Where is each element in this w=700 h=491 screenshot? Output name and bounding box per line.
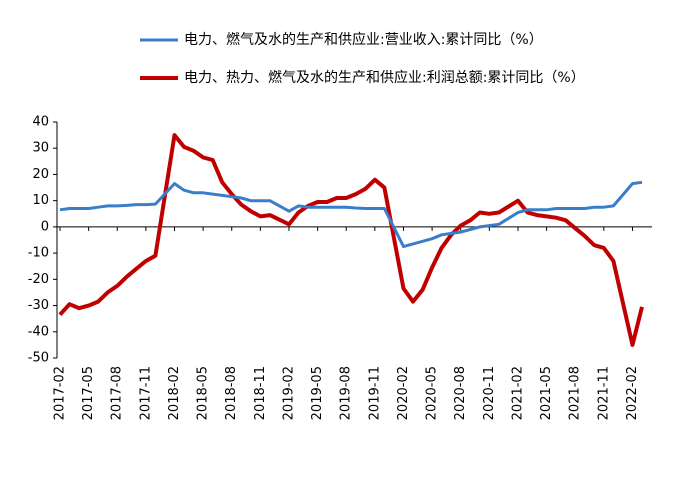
x-tick-label: 2020-11 [482, 366, 497, 420]
y-tick-label: -20 [28, 272, 49, 287]
x-tick-label: 2018-08 [224, 366, 239, 420]
x-tick-label: 2021-02 [510, 366, 525, 420]
x-tick-label: 2021-11 [596, 366, 611, 420]
x-tick-label: 2018-11 [253, 366, 268, 420]
x-tick-label: 2021-08 [568, 366, 583, 420]
x-tick-label: 2017-11 [138, 366, 153, 420]
series-line [58, 133, 644, 347]
x-tick-label: 2019-08 [339, 366, 354, 420]
legend-label: 电力、热力、燃气及水的生产和供应业:利润总额:累计同比（%） [184, 69, 585, 86]
y-tick-label: -40 [28, 324, 49, 339]
x-tick-label: 2020-08 [453, 366, 468, 420]
x-tick-label: 2017-02 [53, 366, 68, 420]
legend-label: 电力、燃气及水的生产和供应业:营业收入:累计同比（%） [184, 31, 543, 48]
x-tick-label: 2021-05 [539, 366, 554, 420]
y-tick-label: 20 [32, 167, 49, 182]
y-tick-label: 10 [32, 193, 49, 208]
x-tick-label: 2020-05 [425, 366, 440, 420]
series-line [59, 180, 643, 249]
y-tick-label: -50 [28, 351, 49, 366]
x-tick-label: 2019-11 [367, 366, 382, 420]
x-tick-label: 2020-02 [396, 366, 411, 420]
x-tick-label: 2019-02 [281, 366, 296, 420]
y-tick-label: 0 [41, 219, 49, 234]
x-tick-label: 2018-05 [196, 366, 211, 420]
y-tick-label: 40 [32, 115, 49, 130]
x-tick-label: 2017-05 [81, 366, 96, 420]
x-tick-label: 2022-02 [625, 366, 640, 420]
x-tick-label: 2019-05 [310, 366, 325, 420]
y-tick-label: -10 [28, 246, 49, 261]
x-tick-label: 2018-02 [167, 366, 182, 420]
y-tick-label: 30 [32, 141, 49, 156]
y-tick-label: -30 [28, 298, 49, 313]
x-tick-label: 2017-08 [110, 366, 125, 420]
